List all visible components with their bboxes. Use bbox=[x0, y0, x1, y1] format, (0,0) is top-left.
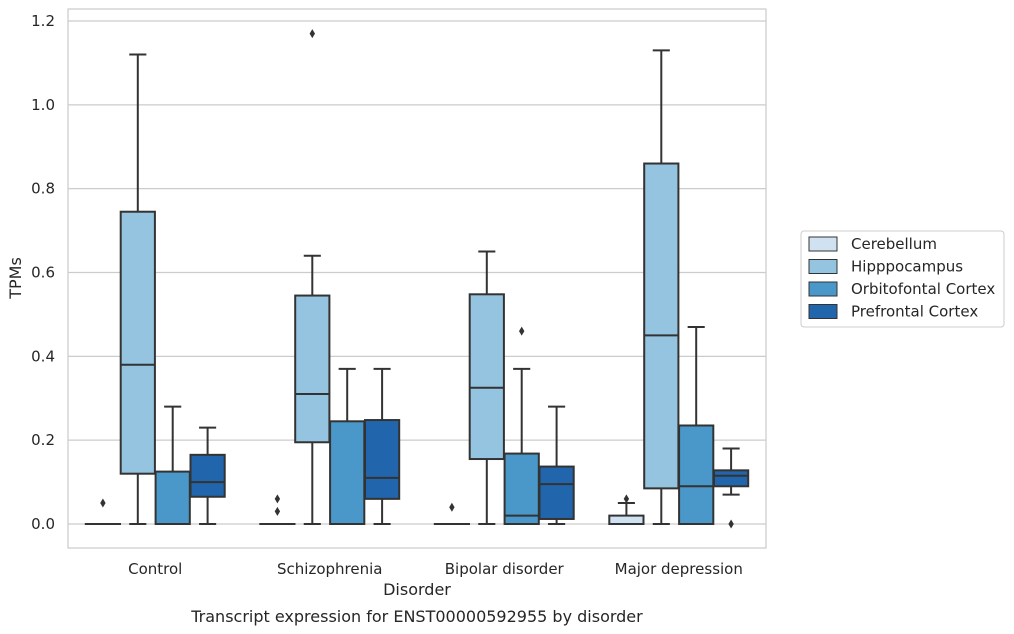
y-tick-label: 1.0 bbox=[31, 96, 55, 114]
legend-label: Prefrontal Cortex bbox=[851, 303, 978, 321]
x-tick-label: Bipolar disorder bbox=[445, 560, 565, 578]
y-axis-title: TPMs bbox=[6, 257, 25, 300]
box-plot bbox=[189, 426, 226, 525]
box-groups bbox=[84, 29, 750, 529]
legend-swatch bbox=[808, 304, 838, 319]
x-tick-label: Schizophrenia bbox=[277, 560, 382, 578]
box-plot bbox=[363, 367, 401, 525]
box-plot bbox=[433, 502, 471, 526]
box-iqr bbox=[294, 294, 331, 444]
legend-items: Cerebellum Hipppocampus Orbitofontal Corte… bbox=[808, 235, 995, 321]
y-tick-label: 0.0 bbox=[31, 515, 55, 533]
chart-caption: Transcript expression for ENST0000059295… bbox=[190, 607, 643, 626]
box-plot bbox=[608, 494, 645, 525]
box-iqr bbox=[468, 293, 505, 461]
box-outlier bbox=[100, 498, 106, 508]
legend-item: Prefrontal Cortex bbox=[808, 303, 978, 321]
box-plot bbox=[538, 405, 575, 525]
legend-swatch bbox=[808, 236, 838, 252]
legend-label: Orbitofontal Cortex bbox=[851, 280, 995, 298]
box-outlier bbox=[274, 494, 281, 504]
box-plot bbox=[468, 250, 505, 525]
box-outlier bbox=[519, 326, 525, 336]
y-tick-label: 0.8 bbox=[31, 180, 55, 198]
legend: Cerebellum Hipppocampus Orbitofontal Corte… bbox=[800, 230, 1005, 328]
legend-label: Hipppocampus bbox=[851, 258, 963, 276]
y-tick-label: 0.2 bbox=[31, 431, 55, 449]
legend-frame bbox=[800, 230, 1005, 328]
y-tick-label: 0.6 bbox=[31, 264, 55, 282]
series-cerebellum bbox=[84, 494, 645, 526]
y-tick-label: 0.4 bbox=[31, 347, 55, 365]
box-plot bbox=[678, 325, 715, 525]
box-plot bbox=[712, 447, 750, 529]
box-outlier bbox=[728, 519, 734, 529]
x-tick-label: Control bbox=[128, 560, 182, 578]
legend-swatch bbox=[808, 281, 838, 297]
box-iqr bbox=[503, 452, 540, 525]
x-axis-title: Disorder bbox=[383, 580, 451, 599]
box-plot bbox=[259, 494, 296, 526]
box-iqr bbox=[363, 419, 401, 500]
box-iqr bbox=[154, 470, 191, 525]
legend-item: Hipppocampus bbox=[808, 258, 963, 276]
series-prefrontal-cortex bbox=[189, 367, 750, 529]
box-plot bbox=[84, 498, 122, 526]
box-iqr bbox=[712, 469, 750, 488]
legend-item: Orbitofontal Cortex bbox=[808, 280, 995, 298]
box-plot bbox=[643, 49, 680, 525]
x-axis-ticks: Control Schizophrenia Bipolar disorder Majo… bbox=[128, 560, 743, 578]
legend-swatch bbox=[808, 259, 838, 274]
legend-label: Cerebellum bbox=[851, 235, 937, 253]
box-plot bbox=[119, 53, 156, 525]
y-axis-ticks: 0.0 0.2 0.4 0.6 0.8 1.0 1.2 bbox=[31, 12, 55, 533]
box-iqr bbox=[329, 420, 366, 525]
x-tick-label: Major depression bbox=[615, 560, 743, 578]
box-plot bbox=[154, 405, 191, 525]
gridlines bbox=[68, 20, 766, 525]
series-hipppocampus bbox=[119, 29, 680, 525]
box-outlier bbox=[309, 29, 315, 39]
box-plot bbox=[329, 367, 366, 525]
box-iqr bbox=[608, 514, 645, 525]
legend-item: Cerebellum bbox=[808, 235, 937, 253]
box-outlier bbox=[623, 494, 630, 504]
box-iqr bbox=[189, 453, 226, 498]
plot-area-frame bbox=[67, 8, 767, 549]
series-orbitofontal-cortex bbox=[154, 325, 715, 525]
box-outlier bbox=[274, 506, 281, 516]
box-iqr bbox=[119, 210, 156, 475]
y-tick-label: 1.2 bbox=[31, 12, 55, 30]
box-iqr bbox=[643, 162, 680, 490]
box-plot bbox=[294, 29, 331, 525]
box-outlier bbox=[449, 502, 455, 512]
box-plot bbox=[503, 326, 540, 525]
box-iqr bbox=[678, 424, 715, 525]
box-iqr bbox=[538, 465, 575, 520]
